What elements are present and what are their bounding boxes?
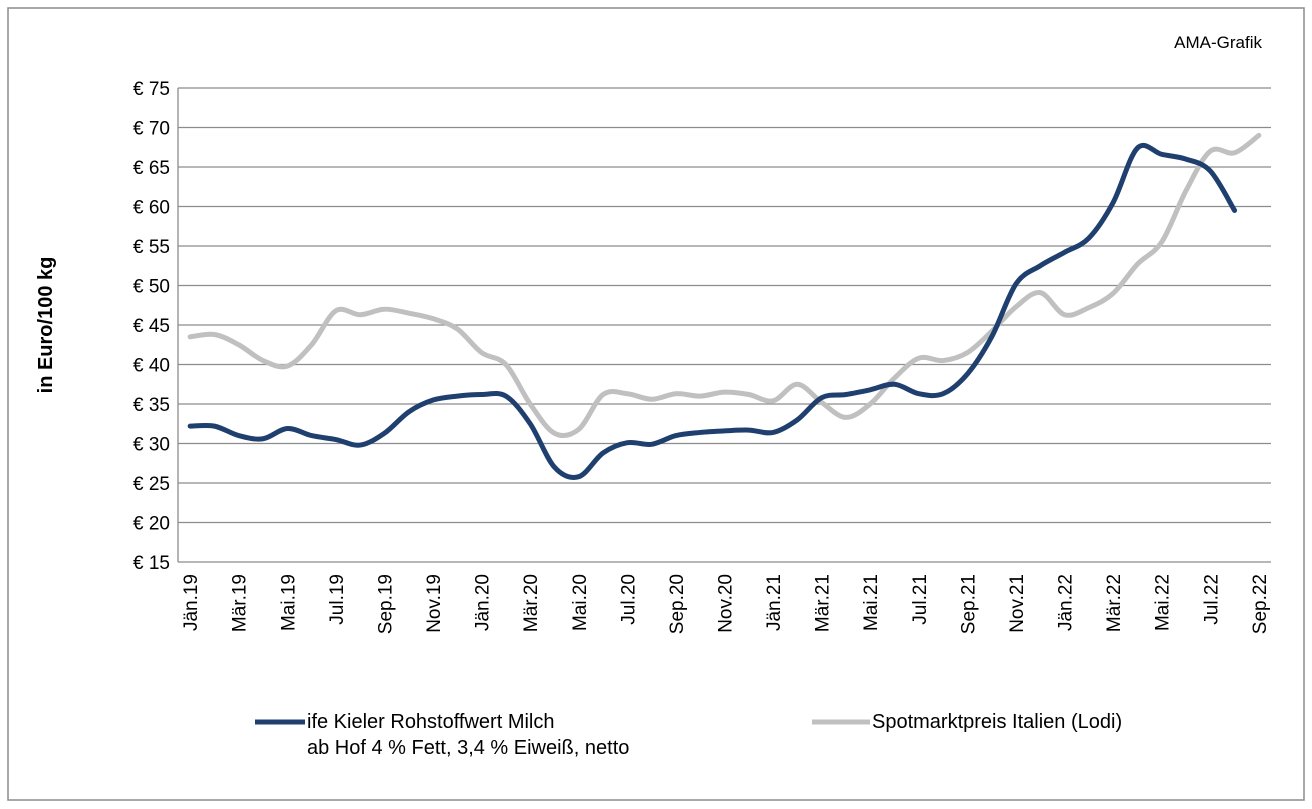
x-tick-label: Mai.21 bbox=[861, 574, 882, 631]
x-tick-label: Sep.22 bbox=[1250, 574, 1271, 634]
legend-label: ife Kieler Rohstoffwert Milch ab Hof 4 %… bbox=[307, 711, 630, 759]
x-tick-label: Mär.22 bbox=[1104, 574, 1125, 632]
series-line bbox=[187, 142, 1238, 480]
series-line bbox=[187, 132, 1262, 439]
y-axis-label: in Euro/100 kg bbox=[35, 257, 57, 394]
x-tick-label: Mai.19 bbox=[278, 574, 299, 631]
x-tick-label: Jän.20 bbox=[473, 574, 494, 631]
x-tick-label: Sep.20 bbox=[667, 574, 688, 634]
x-tick-label: Sep.19 bbox=[375, 574, 396, 634]
y-tick-label: € 70 bbox=[133, 119, 170, 140]
y-tick-label: € 50 bbox=[133, 277, 170, 298]
x-tick-label: Mär.20 bbox=[521, 574, 542, 632]
x-tick-label: Mär.19 bbox=[230, 574, 251, 632]
y-tick-label: € 15 bbox=[133, 553, 170, 574]
x-tick-label: Nov.19 bbox=[424, 574, 445, 633]
x-tick-label: Jul.21 bbox=[910, 574, 931, 625]
legend-label: Spotmarktpreis Italien (Lodi) bbox=[872, 711, 1123, 733]
x-tick-label: Jul.19 bbox=[327, 574, 348, 625]
x-tick-label: Jän.21 bbox=[764, 574, 785, 631]
x-tick-label: Jul.22 bbox=[1201, 574, 1222, 625]
y-tick-label: € 55 bbox=[133, 237, 170, 258]
x-tick-label: Jän.22 bbox=[1056, 574, 1077, 631]
x-tick-label: Jul.20 bbox=[618, 574, 639, 625]
y-tick-label: € 35 bbox=[133, 395, 170, 416]
x-tick-label: Nov.20 bbox=[716, 574, 737, 633]
x-tick-label: Mär.21 bbox=[813, 574, 834, 632]
x-tick-label: Nov.21 bbox=[1007, 574, 1028, 633]
y-tick-label: € 25 bbox=[133, 474, 170, 495]
y-tick-label: € 45 bbox=[133, 316, 170, 337]
x-tick-label: Mai.22 bbox=[1153, 574, 1174, 631]
x-tick-label: Jän.19 bbox=[181, 574, 202, 631]
y-tick-label: € 65 bbox=[133, 158, 170, 179]
y-tick-label: € 20 bbox=[133, 514, 170, 535]
y-tick-label: € 40 bbox=[133, 356, 170, 377]
y-tick-label: € 30 bbox=[133, 435, 170, 456]
y-tick-label: € 60 bbox=[133, 198, 170, 219]
x-tick-label: Sep.21 bbox=[958, 574, 979, 634]
y-tick-label: € 75 bbox=[133, 79, 170, 100]
annotation: AMA-Grafik bbox=[1174, 33, 1262, 52]
x-tick-label: Mai.20 bbox=[570, 574, 591, 631]
